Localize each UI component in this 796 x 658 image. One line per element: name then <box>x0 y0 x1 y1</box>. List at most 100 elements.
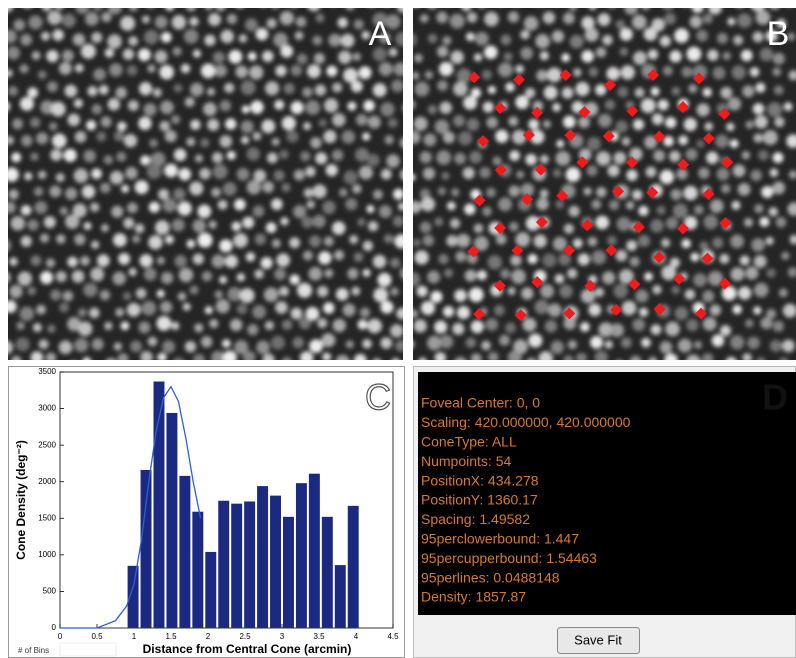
cone <box>605 99 616 110</box>
cone <box>171 322 179 330</box>
cone <box>474 224 484 234</box>
cone <box>690 16 703 29</box>
cone <box>520 47 533 60</box>
cone <box>227 287 241 301</box>
cone <box>81 44 96 59</box>
cone <box>332 113 346 127</box>
cone <box>159 65 174 80</box>
cone <box>255 234 266 245</box>
cone <box>444 0 456 6</box>
cone <box>183 303 191 311</box>
cone <box>423 133 436 146</box>
cone <box>669 50 681 62</box>
x-axis-label: Distance from Central Cone (arcmin) <box>143 642 352 656</box>
cone <box>305 166 316 177</box>
cone <box>39 339 49 349</box>
cone <box>772 181 785 194</box>
cone <box>51 102 66 117</box>
cone <box>710 304 721 315</box>
cone <box>731 201 740 210</box>
x-tick-label: 2 <box>206 632 211 641</box>
cone <box>543 12 555 24</box>
cone <box>59 303 69 313</box>
cone <box>276 253 290 267</box>
cone <box>421 301 435 315</box>
cone <box>633 51 647 65</box>
cone <box>256 341 270 355</box>
cone <box>753 133 762 142</box>
cone <box>573 68 582 77</box>
cone <box>463 167 475 179</box>
cone <box>287 131 299 143</box>
cone <box>322 201 335 214</box>
cone <box>703 317 717 331</box>
cone <box>698 167 709 178</box>
x-tick-label: 1.5 <box>165 632 177 641</box>
cone <box>56 234 65 243</box>
cone <box>564 224 574 234</box>
cone <box>408 201 421 214</box>
cone <box>315 84 326 95</box>
cone <box>425 71 433 79</box>
cone <box>567 268 577 278</box>
cone <box>678 339 692 353</box>
cone <box>59 62 72 75</box>
cone <box>31 351 44 364</box>
cone <box>664 353 678 367</box>
cone <box>754 204 763 213</box>
save-fit-label[interactable]: Save Fit <box>574 632 622 647</box>
cone <box>363 100 374 111</box>
cone <box>139 82 152 95</box>
cone <box>373 288 388 303</box>
cone <box>144 268 157 281</box>
cone <box>33 323 42 332</box>
cone <box>437 80 448 91</box>
cone <box>279 150 288 159</box>
cone <box>201 336 212 347</box>
cone <box>646 167 657 178</box>
cone <box>174 84 183 93</box>
output-line: Scaling: 420.000000, 420.000000 <box>421 414 631 430</box>
cone <box>635 88 645 98</box>
cone <box>400 169 412 181</box>
cone <box>358 320 368 330</box>
bins-input[interactable] <box>60 643 116 656</box>
cone <box>205 306 213 314</box>
cone <box>75 131 87 143</box>
cone <box>253 205 265 217</box>
cone <box>614 152 627 165</box>
x-tick-label: 0 <box>58 632 63 641</box>
cone <box>46 353 56 363</box>
cone <box>685 289 696 300</box>
cone <box>74 168 89 183</box>
cone <box>653 150 665 162</box>
cone <box>563 12 575 24</box>
cone <box>497 0 506 6</box>
cone <box>412 239 420 247</box>
cone <box>201 63 216 78</box>
cone <box>0 101 11 112</box>
cone <box>91 32 102 43</box>
y-tick-label: 500 <box>43 587 57 596</box>
output-line: Numpoints: 54 <box>421 453 511 469</box>
x-tick-label: 4 <box>354 632 359 641</box>
cone <box>774 85 784 95</box>
cone <box>562 87 574 99</box>
cone <box>745 266 758 279</box>
cone <box>309 339 323 353</box>
cone <box>750 170 762 182</box>
cone <box>692 1 704 13</box>
cone <box>469 151 482 164</box>
cone <box>354 19 364 29</box>
cone <box>552 103 561 112</box>
cone <box>272 138 280 146</box>
cone <box>363 269 371 277</box>
cone <box>759 217 769 227</box>
cone <box>713 67 726 80</box>
cone <box>704 122 713 131</box>
cone <box>87 86 97 96</box>
cone <box>171 115 180 124</box>
cone <box>46 50 58 62</box>
cone <box>528 334 542 348</box>
cone <box>101 12 111 22</box>
